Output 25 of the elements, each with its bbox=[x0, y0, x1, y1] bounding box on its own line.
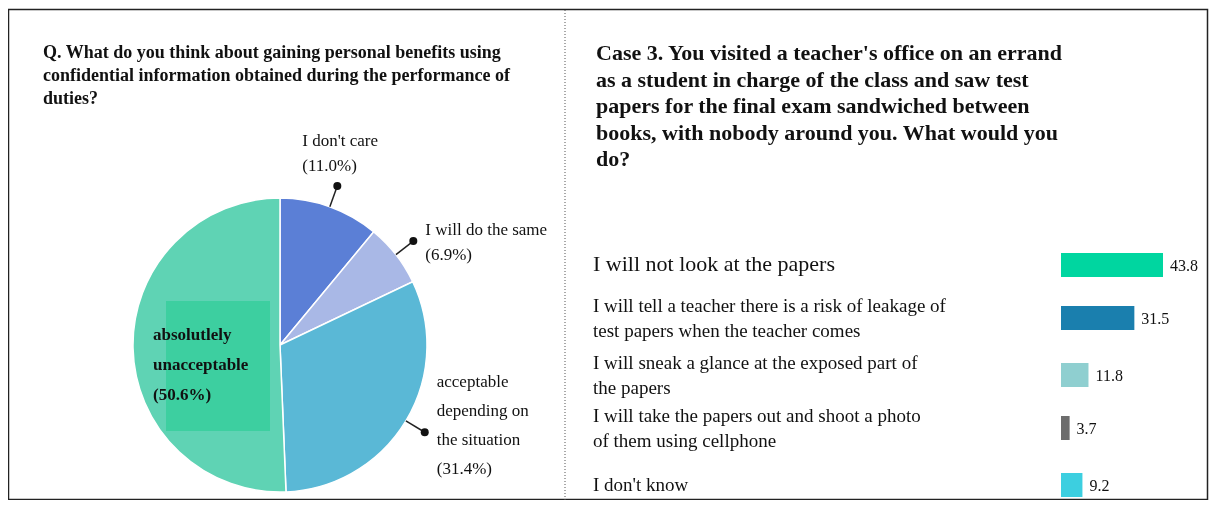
bar bbox=[1061, 363, 1089, 387]
slice-label: I don't care bbox=[302, 131, 379, 151]
data-label: 9.2 bbox=[1089, 477, 1110, 494]
y-tick-label: I will not look at the papers bbox=[593, 251, 835, 276]
data-label: 3.7 bbox=[1076, 420, 1097, 437]
data-label: 43.8 bbox=[1170, 257, 1198, 274]
y-tick-label: I will tell a teacher there is a risk of leakage of test papers when the teacher comes bbox=[593, 295, 947, 341]
y-tick-label: I don't know bbox=[593, 474, 689, 495]
bar bbox=[1061, 473, 1083, 497]
slice-label: absolutlely unacceptable bbox=[153, 325, 249, 374]
bar bbox=[1061, 306, 1135, 330]
data-label: (6.9%) bbox=[425, 245, 473, 265]
bar bbox=[1061, 416, 1070, 440]
data-label: (31.4%) bbox=[436, 459, 492, 479]
data-label: (50.6%) bbox=[153, 385, 212, 404]
data-label: (11.0%) bbox=[302, 156, 357, 176]
data-label: 31.5 bbox=[1141, 310, 1170, 327]
bar bbox=[1061, 253, 1163, 277]
text: Case 3. You visited a teacher's office on an errand as a student in charge of the class and saw test papers for the final exam sandwiched between books, with nobody around you. What would you do? bbox=[596, 40, 1063, 171]
y-tick-label: I will take the papers out and shoot a photo of them using cellphone bbox=[593, 405, 921, 451]
y-tick-label: I will sneak a glance at the exposed part of the papers bbox=[593, 352, 919, 398]
slice-label: acceptable depending on the situation bbox=[436, 372, 530, 450]
chart-title: Q. What do you think about gaining personal benefits using confidential information obtained during the performance of duties? bbox=[43, 42, 511, 108]
slice-label: I will do the same bbox=[425, 220, 548, 240]
data-label: 11.8 bbox=[1095, 367, 1123, 384]
